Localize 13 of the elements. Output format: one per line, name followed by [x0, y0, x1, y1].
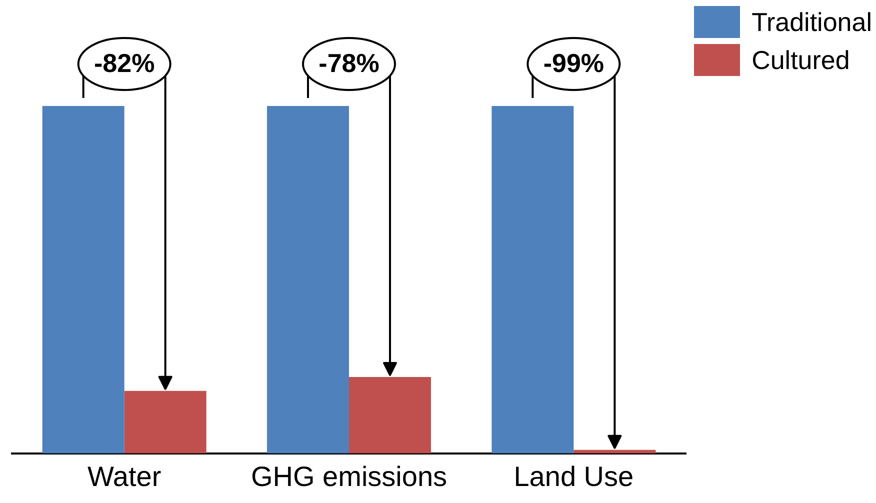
bar: [42, 106, 124, 454]
annotation: -82%: [94, 48, 155, 78]
annotation: -78%: [318, 48, 380, 78]
legend-label: Cultured: [752, 44, 850, 76]
legend-label: Traditional: [752, 6, 872, 38]
bar: [266, 106, 349, 454]
bar: [124, 390, 206, 454]
x-tick-label: Water: [88, 460, 162, 492]
bar: [492, 106, 574, 454]
bar: [349, 376, 432, 454]
x-tick-label: GHG emissions: [250, 460, 448, 492]
annotation: -99%: [543, 48, 604, 78]
x-tick-label: Land Use: [514, 460, 634, 492]
